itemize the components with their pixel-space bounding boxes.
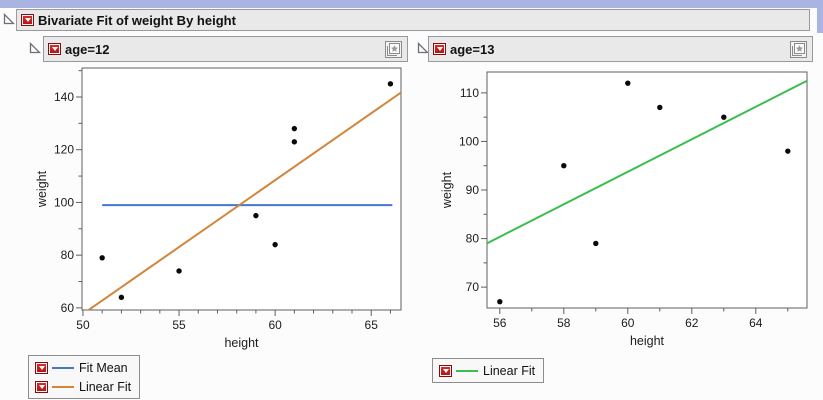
star-pin-icon[interactable] (790, 41, 807, 58)
report-title: Bivariate Fit of weight By height (38, 12, 236, 28)
red-triangle-menu-icon[interactable] (35, 361, 48, 374)
plot-frame (81, 67, 402, 311)
x-tick-label: 50 (76, 318, 90, 332)
legend-line-sample (456, 369, 478, 372)
panel-title-age13: age=13 (450, 41, 495, 57)
x-axis-label: height (630, 334, 665, 348)
legend-age12: Fit Mean Linear Fit (28, 355, 141, 399)
legend-age13: Linear Fit (432, 358, 545, 383)
plot-frame (486, 71, 808, 309)
data-point[interactable] (118, 294, 125, 301)
legend-row: Linear Fit (35, 377, 131, 396)
red-triangle-menu-icon[interactable] (439, 364, 452, 377)
legend-line-sample (52, 366, 74, 369)
report-title-bar: Bivariate Fit of weight By height (16, 9, 810, 31)
data-point[interactable] (785, 148, 791, 154)
y-tick-label: 100 (54, 195, 74, 209)
disclosure-triangle-icon[interactable] (417, 42, 429, 54)
data-point[interactable] (272, 241, 278, 248)
red-triangle-menu-icon[interactable] (48, 43, 61, 55)
x-axis-label: height (224, 336, 259, 350)
scatterplot-age13: 56 58 60 62 64 70 80 90 100 110 height weight (440, 71, 808, 348)
data-point[interactable] (561, 163, 567, 169)
x-tick-label: 64 (749, 316, 763, 330)
data-point[interactable] (176, 268, 182, 274)
y-tick-label: 140 (54, 90, 74, 104)
y-tick-label: 110 (460, 86, 479, 100)
y-tick-label: 80 (61, 248, 75, 262)
x-tick-label: 55 (172, 318, 186, 332)
data-point[interactable] (497, 298, 503, 305)
data-point[interactable] (253, 212, 259, 219)
y-tick-label: 120 (54, 143, 74, 157)
x-tick-label: 62 (685, 316, 699, 330)
panel-header-age13: age=13 (428, 36, 813, 62)
legend-line-sample (52, 385, 74, 388)
y-tick-label: 100 (459, 134, 479, 148)
y-axis-label: weight (440, 171, 454, 209)
data-point[interactable] (291, 139, 298, 145)
fit-line-linear (86, 91, 401, 310)
y-tick-label: 70 (466, 280, 480, 294)
legend-label: Linear Fit (79, 379, 132, 394)
panel-title-age12: age=12 (65, 41, 110, 57)
disclosure-triangle-icon[interactable] (29, 42, 41, 54)
red-triangle-menu-icon[interactable] (35, 380, 48, 393)
x-tick-label: 60 (621, 316, 635, 330)
data-point[interactable] (625, 80, 631, 86)
window-top-strip (0, 0, 823, 8)
red-triangle-menu-icon[interactable] (433, 43, 446, 55)
y-tick-label: 80 (466, 232, 480, 246)
legend-row: Fit Mean (35, 358, 131, 377)
legend-row: Linear Fit (439, 361, 535, 380)
legend-label: Fit Mean (79, 360, 128, 375)
x-tick-label: 65 (365, 318, 379, 332)
panel-header-age12: age=12 (43, 36, 408, 62)
data-point[interactable] (387, 81, 394, 87)
red-triangle-menu-icon[interactable] (21, 14, 34, 26)
data-point[interactable] (291, 125, 298, 132)
y-tick-label: 60 (61, 301, 75, 315)
x-tick-label: 56 (493, 316, 507, 330)
window-right-strip (817, 0, 823, 33)
y-axis-label: weight (35, 170, 49, 208)
x-tick-label: 60 (268, 318, 282, 332)
data-point[interactable] (593, 240, 599, 247)
fit-line-linear (487, 79, 807, 245)
scatterplot-age12: 50 55 60 65 60 80 100 120 140 height weight (35, 67, 402, 350)
star-pin-icon[interactable] (385, 41, 402, 58)
x-tick-label: 58 (557, 316, 571, 330)
data-point[interactable] (721, 114, 727, 120)
data-point[interactable] (99, 255, 105, 261)
disclosure-triangle-icon[interactable] (3, 13, 15, 25)
legend-label: Linear Fit (483, 363, 536, 378)
data-point[interactable] (657, 104, 663, 111)
y-tick-label: 90 (466, 183, 480, 197)
